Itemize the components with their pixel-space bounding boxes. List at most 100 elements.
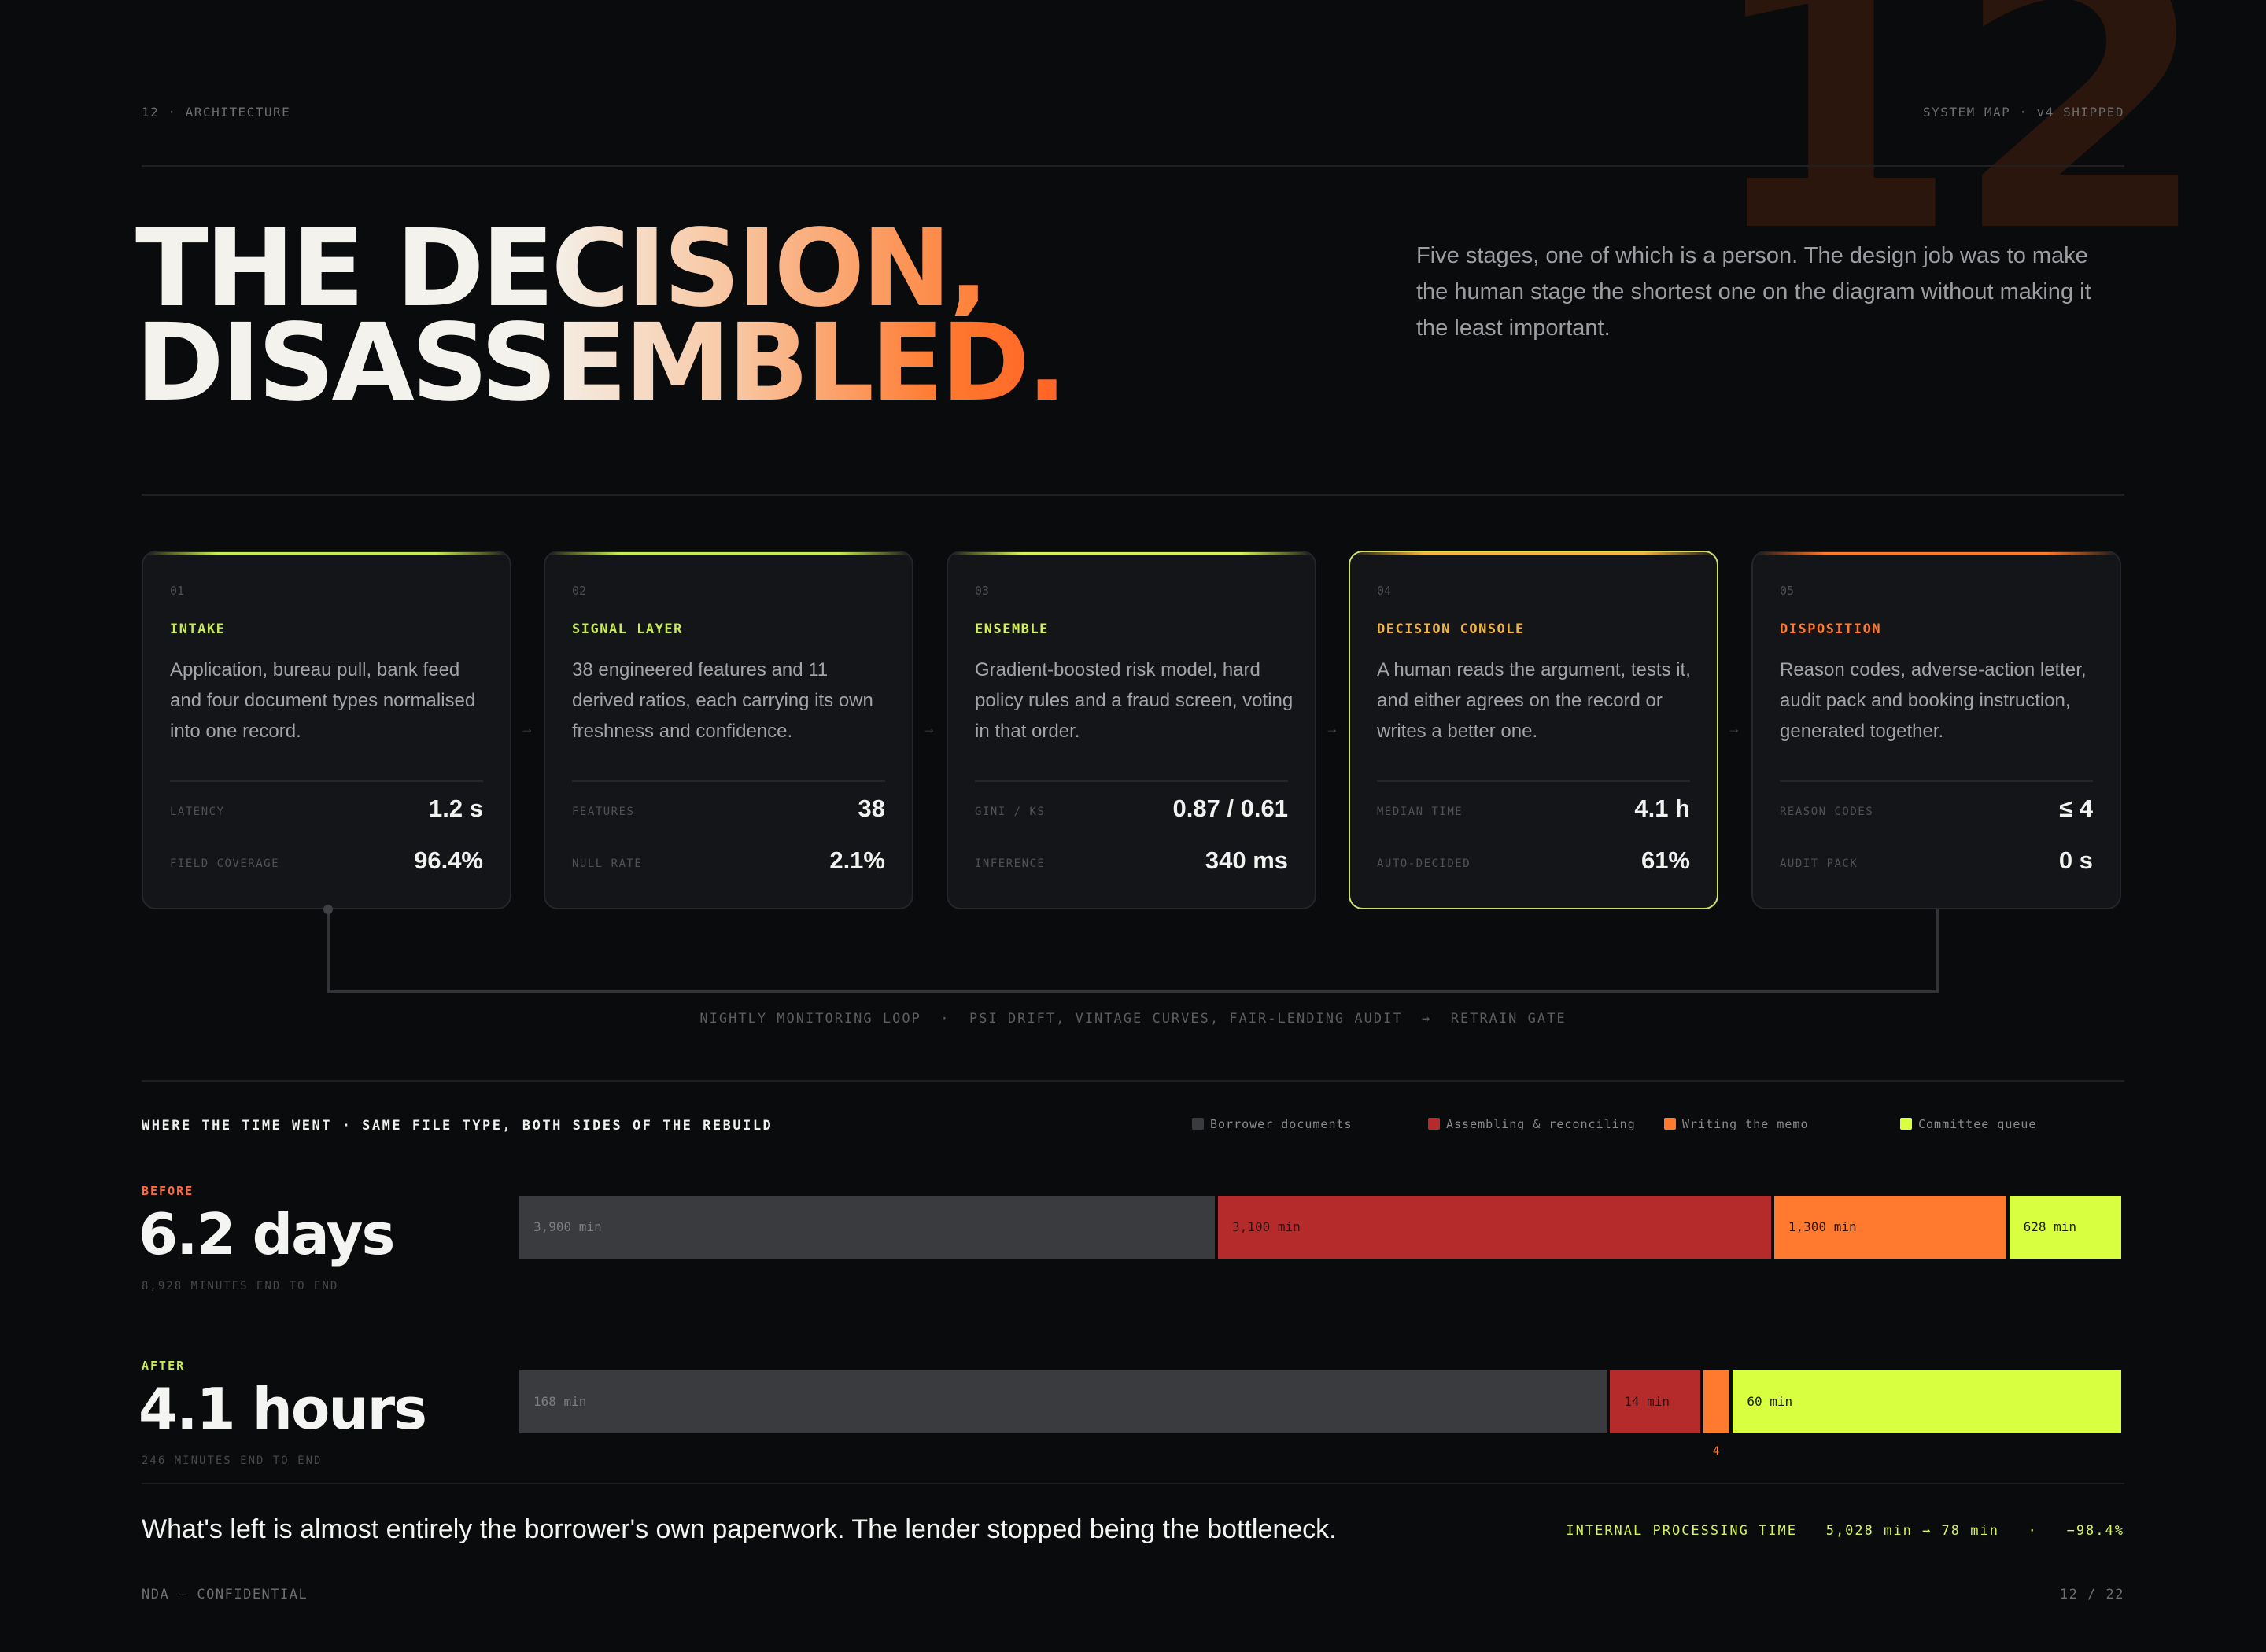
legend-swatch [1664,1118,1676,1130]
legend-item: Assembling & reconciling [1428,1117,1636,1131]
page-title: THE DECISION, DISASSEMBLED. [135,216,1067,426]
stage-description: Application, bureau pull, bank feed and … [170,659,476,742]
summary-divider [142,1483,2124,1484]
metric-value: 38 [858,795,885,822]
legend-swatch [1900,1118,1912,1130]
row-tag: AFTER [142,1359,186,1373]
metric-label: INFERENCE [975,857,1046,870]
loop-node [323,905,333,914]
legend-swatch [1192,1118,1204,1130]
stage-card-intake[interactable]: 01 INTAKE Application, bureau pull, bank f… [142,551,511,909]
metric-label: AUTO-DECIDED [1377,857,1471,870]
bar-segment: 168 min [519,1370,1607,1433]
metric-label: FEATURES [572,806,635,818]
stage-description: A human reads the argument, tests it, an… [1377,659,1691,742]
stage-accent-bar [1753,552,2120,555]
flow-arrow-icon: → [1325,721,1339,736]
stage-description: Gradient-boosted risk model, hard policy… [975,659,1294,742]
stage-number: 02 [572,584,587,598]
chart-divider [142,1080,2124,1082]
row-total: 6.2 days [138,1201,395,1267]
legend-item: Borrower documents [1192,1117,1353,1131]
bar-segment: 60 min [1733,1370,2121,1433]
stage-card-decision-console[interactable]: 04 DECISION CONSOLE A human reads the argu… [1349,551,1718,909]
row-tag: BEFORE [142,1184,194,1198]
metric-value: 1.2 s [429,795,483,822]
row-subtitle: 8,928 MINUTES END TO END [142,1280,339,1292]
stage-title: DISPOSITION [1780,621,1882,637]
bar-segment: 3,100 min [1218,1196,1771,1259]
page-number-watermark: 12 [1703,0,2210,313]
stacked-bar-before: 3,900 min 3,100 min 1,300 min 628 min [519,1196,2121,1259]
stage-card-ensemble[interactable]: 03 ENSEMBLE Gradient-boosted risk model, h… [947,551,1316,909]
title-line-2: DISASSEMBLED. [135,301,1067,426]
section-divider [142,494,2124,496]
legend-label: Borrower documents [1210,1117,1353,1131]
stage-accent-bar [545,552,912,555]
stage-divider [975,780,1288,782]
metric-value: 96.4% [414,846,483,874]
status-label: SYSTEM MAP · v4 SHIPPED [1922,105,2124,120]
stage-description: Reason codes, adverse-action letter, aud… [1780,659,2087,742]
chart-title: WHERE THE TIME WENT · SAME FILE TYPE, BO… [142,1118,773,1134]
stage-title: DECISION CONSOLE [1377,621,1525,637]
stage-title: SIGNAL LAYER [572,621,683,637]
metric-label: NULL RATE [572,857,643,870]
page-counter: 12 / 22 [2059,1587,2124,1602]
metric-value: 2.1% [829,846,885,874]
metric-label: GINI / KS [975,806,1046,818]
stacked-bar-after: 168 min 14 min 60 min [519,1370,2121,1433]
stage-title: INTAKE [170,621,226,637]
header-divider [142,165,2124,167]
metric-label: MEDIAN TIME [1377,806,1463,818]
metric-value: 4.1 h [1634,795,1690,822]
section-label: 12 · ARCHITECTURE [142,105,291,120]
title-line-1: THE DECISION, [135,216,1065,323]
stage-divider [1377,780,1690,782]
metric-value: ≤ 4 [2059,795,2093,822]
stage-divider [1780,780,2093,782]
stage-divider [170,780,483,782]
stage-accent-bar [948,552,1315,555]
metric-label: REASON CODES [1780,806,1874,818]
flow-arrow-icon: → [1727,721,1741,736]
stage-number: 01 [170,584,185,598]
stage-number: 03 [975,584,990,598]
metric-label: FIELD COVERAGE [170,857,280,870]
legend-item: Writing the memo [1664,1117,1809,1131]
flow-arrow-icon: → [520,721,534,736]
legend-label: Committee queue [1918,1117,2037,1131]
stage-card-disposition[interactable]: 05 DISPOSITION Reason codes, adverse-actio… [1751,551,2121,909]
metric-label: LATENCY [170,806,225,818]
stage-accent-bar [143,552,510,555]
loop-caption: NIGHTLY MONITORING LOOP · PSI DRIFT, VIN… [699,1011,1567,1027]
stage-description: 38 engineered features and 11 derived ra… [572,659,873,742]
flow-arrow-icon: → [922,721,936,736]
metric-value: 61% [1640,846,1690,874]
stage-title: ENSEMBLE [975,621,1049,637]
intro-paragraph: Five stages, one of which is a person. T… [1416,243,2091,341]
metric-value: 340 ms [1205,846,1288,874]
bar-segment: 3,900 min [519,1196,1216,1259]
monitoring-loop-connector [327,909,1939,993]
bar-segment: 628 min [2009,1196,2121,1259]
metric-value: 0 s [2058,846,2093,874]
metric-label: AUDIT PACK [1780,857,1858,870]
metric-value: 0.87 / 0.61 [1172,795,1288,822]
legend-label: Writing the memo [1682,1117,1809,1131]
bar-segment: 1,300 min [1773,1196,2006,1259]
confidentiality-label: NDA — CONFIDENTIAL [142,1587,308,1602]
bar-segment: 14 min [1610,1370,1701,1433]
stage-number: 04 [1377,584,1392,598]
legend-label: Assembling & reconciling [1446,1117,1636,1131]
legend-item: Committee queue [1900,1117,2036,1131]
processing-time-metric: INTERNAL PROCESSING TIME 5,028 min → 78 … [1566,1523,2124,1539]
summary-text: What's left is almost entirely the borro… [142,1514,1337,1544]
bar-segment [1703,1370,1730,1433]
legend-swatch [1428,1118,1440,1130]
bar-segment-label: 4 [1712,1445,1720,1458]
stage-accent-bar [1350,552,1717,555]
stage-divider [572,780,885,782]
stage-card-signal-layer[interactable]: 02 SIGNAL LAYER 38 engineered features and… [544,551,913,909]
row-subtitle: 246 MINUTES END TO END [142,1455,323,1467]
